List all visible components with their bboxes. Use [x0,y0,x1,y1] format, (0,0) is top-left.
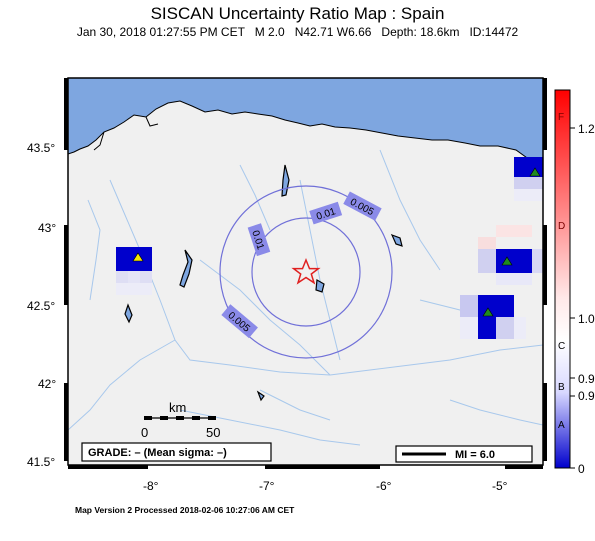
grade-box: GRADE: – (Mean sigma: –) [81,442,272,462]
colorbar-value: 0.9 [578,372,595,386]
station-triangle-icon [132,252,144,262]
event-info: Jan 30, 2018 01:27:55 PM CET M 2.0 N42.7… [76,25,519,39]
mi-text: MI = 6.0 [455,449,495,461]
colorbar-grade: C [558,341,565,352]
footer-processed: Map Version 2 Processed 2018-02-06 10:27… [75,505,295,515]
colorbar-grade: B [558,382,565,393]
km-scale-bar: km 0 50 [141,400,220,440]
x-tick-label: -7° [259,479,275,493]
x-tick-label: -5° [492,479,508,493]
colorbar-bottom-value: 0 [578,462,585,476]
colorbar-top-value: 1.2 [578,122,595,136]
colorbar-grade: D [558,221,565,232]
mi-legend: MI = 6.0 [395,445,533,463]
uncertainty-cells [116,157,543,339]
station-triangle-icon [529,167,541,177]
sea-area [68,78,543,161]
x-tick-label: -8° [143,479,159,493]
grade-text: GRADE: – (Mean sigma: –) [88,447,227,459]
km-fifty-label: 50 [206,425,220,440]
y-tick-label: 43° [38,221,56,235]
y-axis-ticks: 43.5° 43° 42.5° 42° 41.5° [27,141,56,469]
colorbar-grade: A [558,420,565,431]
map-title: SISCAN Uncertainty Ratio Map : Spain [150,4,445,23]
x-tick-label: -6° [376,479,392,493]
y-tick-label: 42.5° [27,299,55,313]
y-tick-label: 42° [38,377,56,391]
colorbar-grade: F [558,112,564,123]
frame-border [64,78,547,469]
y-tick-label: 41.5° [27,455,55,469]
uncertainty-contours [219,185,393,359]
y-tick-label: 43.5° [27,141,55,155]
colorbar-value: 0.9 [578,389,595,403]
epicenter-star-icon [291,258,321,285]
station-triangle-icon [501,256,513,266]
map-panel: 0.01 0.005 0.01 0.005 km [68,78,543,465]
km-unit-label: km [169,400,186,415]
colorbar: 1.2 1.0 0.9 0.9 0 F D C B A [554,89,595,476]
colorbar-value: 1.0 [578,312,595,326]
rivers [68,149,543,446]
station-triangle-icon [482,307,494,317]
x-axis-ticks: -8° -7° -6° -5° [143,479,508,493]
km-zero-label: 0 [141,425,148,440]
